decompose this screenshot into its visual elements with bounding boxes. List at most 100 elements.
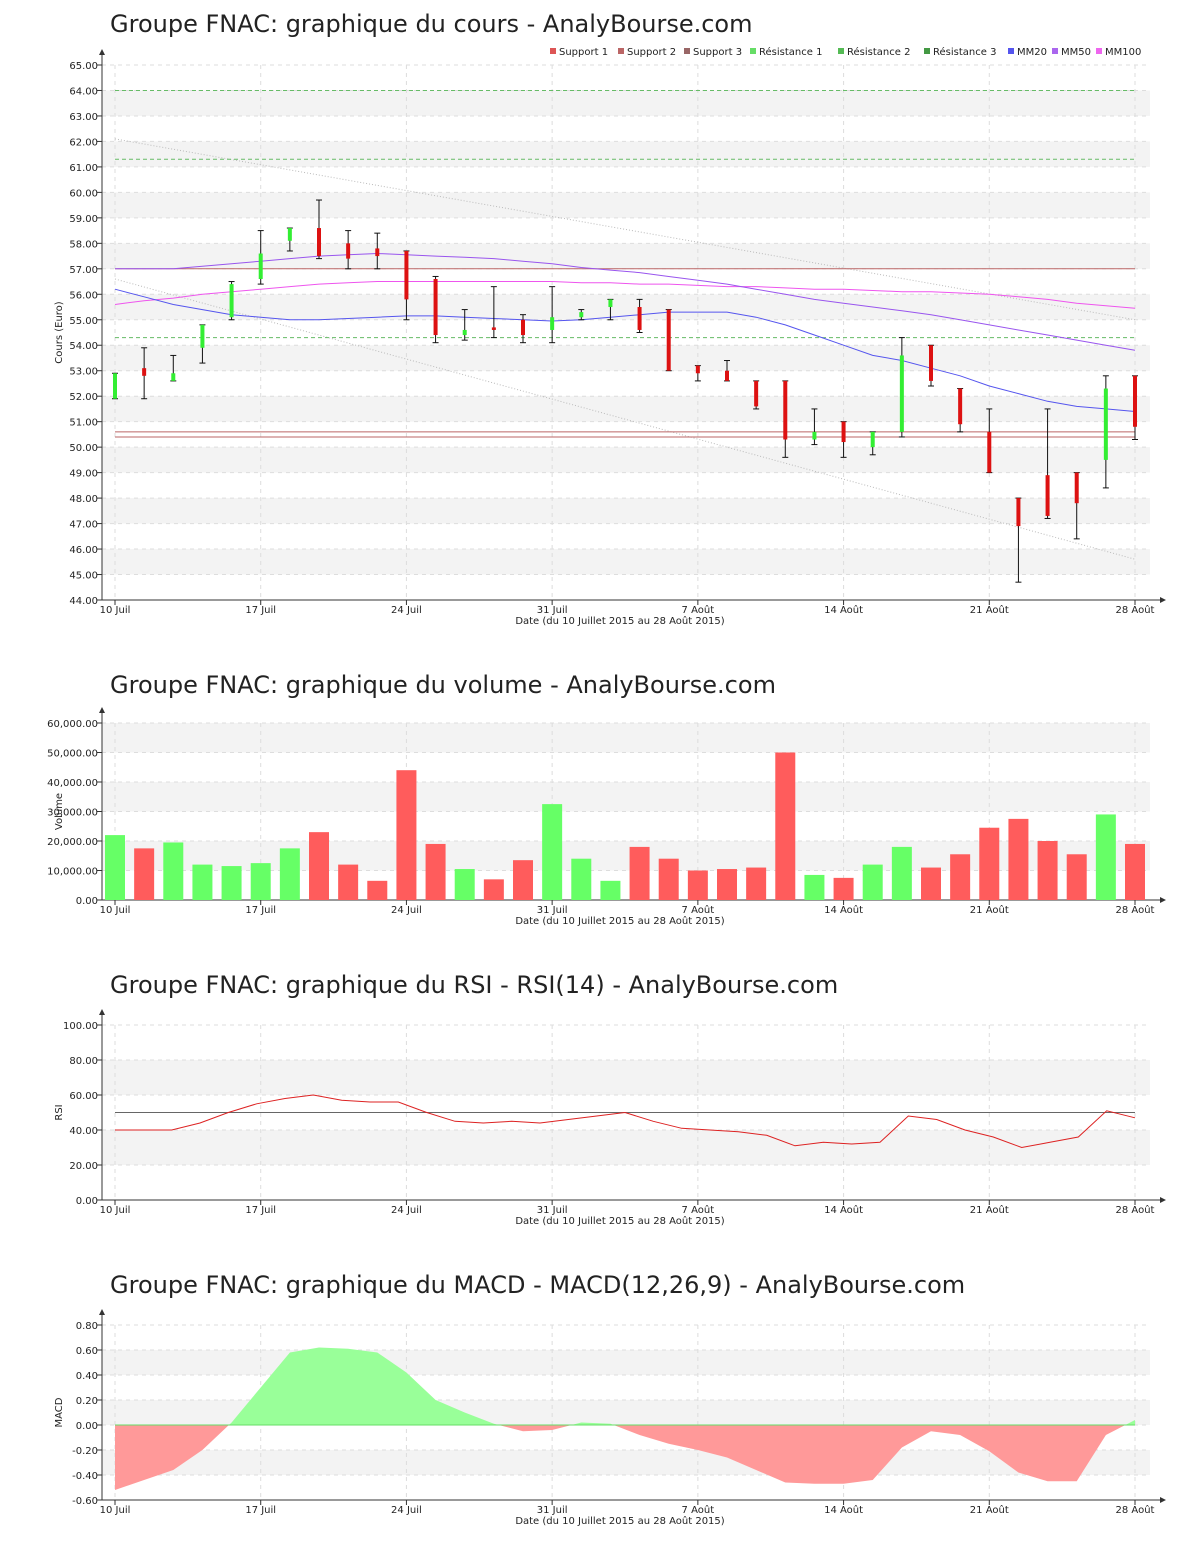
candle-body bbox=[1074, 472, 1079, 504]
legend-swatch bbox=[838, 48, 844, 54]
price-x-tick-label: 21 Août bbox=[970, 604, 1009, 616]
price-grid-band bbox=[102, 192, 1150, 218]
macd-x-axis-arrow bbox=[1160, 1497, 1166, 1503]
price-x-tick-label: 24 Juil bbox=[391, 605, 422, 616]
volume-grid-band bbox=[102, 723, 1150, 753]
legend-label: MM50 bbox=[1061, 47, 1091, 58]
price-x-tick-label: 17 Juil bbox=[245, 605, 276, 616]
candle-body bbox=[1133, 375, 1137, 427]
volume-bar bbox=[717, 869, 737, 900]
volume-bar bbox=[600, 880, 621, 900]
price-y-tick-label: 58.00 bbox=[69, 239, 98, 250]
candle-body bbox=[346, 243, 351, 259]
rsi-x-tick-label: 14 Août bbox=[824, 1204, 863, 1216]
legend-swatch bbox=[618, 48, 624, 54]
volume-grid-band bbox=[102, 841, 1150, 871]
volume-bar bbox=[921, 867, 941, 900]
price-y-tick-label: 56.00 bbox=[69, 290, 98, 301]
price-y-tick-label: 57.00 bbox=[69, 265, 98, 276]
volume-chart-title: Groupe FNAC: graphique du volume - Analy… bbox=[110, 671, 776, 699]
candle bbox=[957, 388, 964, 433]
candle-body bbox=[841, 421, 846, 443]
macd-chart-title: Groupe FNAC: graphique du MACD - MACD(12… bbox=[110, 1271, 966, 1299]
candle bbox=[753, 380, 760, 410]
candle-body bbox=[987, 431, 992, 473]
legend-label: MM20 bbox=[1017, 47, 1047, 58]
volume-x-tick-label: 24 Juil bbox=[391, 905, 422, 916]
volume-y-tick-label: 50,000.00 bbox=[47, 749, 98, 760]
rsi-x-tick-label: 17 Juil bbox=[245, 1205, 276, 1216]
macd-y-tick-label: 0.00 bbox=[76, 1421, 98, 1432]
candle-body bbox=[404, 250, 409, 300]
legend-label: Support 1 bbox=[559, 47, 608, 58]
rsi-x-axis-arrow bbox=[1160, 1197, 1166, 1203]
candle-body bbox=[725, 370, 729, 381]
channel-lower-line bbox=[114, 278, 1136, 560]
candle bbox=[170, 354, 177, 382]
rsi-x-axis-label: Date (du 10 Juillet 2015 au 28 Août 2015… bbox=[515, 1215, 724, 1227]
candle-body bbox=[608, 299, 613, 308]
volume-x-tick-label: 17 Juil bbox=[245, 905, 276, 916]
volume-bar bbox=[1008, 818, 1029, 900]
candle-body bbox=[462, 329, 467, 336]
volume-grid-band bbox=[102, 782, 1150, 812]
legend-label: Résistance 1 bbox=[759, 46, 822, 58]
volume-bar bbox=[542, 804, 563, 900]
volume-x-tick-label: 28 Août bbox=[1116, 904, 1155, 916]
price-y-axis-arrow bbox=[99, 49, 105, 55]
candle-body bbox=[317, 228, 321, 257]
price-x-axis-arrow bbox=[1160, 597, 1166, 603]
volume-bar bbox=[629, 846, 650, 900]
volume-bar bbox=[1066, 854, 1087, 900]
price-y-tick-label: 44.00 bbox=[69, 596, 98, 607]
price-y-tick-label: 51.00 bbox=[69, 418, 98, 429]
price-x-tick-label: 28 Août bbox=[1116, 604, 1155, 616]
price-y-tick-label: 49.00 bbox=[69, 469, 98, 480]
volume-bar bbox=[687, 870, 708, 900]
candle bbox=[199, 324, 206, 364]
candle bbox=[578, 309, 585, 321]
volume-y-tick-label: 30,000.00 bbox=[47, 808, 98, 819]
macd-y-tick-label: 0.20 bbox=[76, 1396, 98, 1407]
candle bbox=[549, 286, 556, 344]
mm20-line bbox=[114, 288, 1136, 412]
price-x-tick-label: 10 Juil bbox=[100, 605, 131, 616]
macd-x-tick-label: 10 Juil bbox=[100, 1505, 131, 1516]
mm50-line bbox=[115, 252, 1136, 351]
legend-swatch bbox=[684, 48, 690, 54]
candle bbox=[898, 337, 905, 438]
volume-bar bbox=[425, 843, 446, 900]
volume-x-tick-label: 21 Août bbox=[970, 904, 1009, 916]
price-y-tick-label: 47.00 bbox=[69, 520, 98, 531]
macd-x-tick-label: 24 Juil bbox=[391, 1505, 422, 1516]
price-x-tick-label: 31 Juil bbox=[537, 605, 568, 616]
candle bbox=[636, 298, 643, 333]
volume-y-tick-label: 0.00 bbox=[76, 896, 98, 907]
price-y-tick-label: 61.00 bbox=[69, 163, 98, 174]
rsi-y-axis-arrow bbox=[99, 1009, 105, 1015]
price-legend: Support 1 Support 2 Support 3 Résistance 1 R… bbox=[550, 46, 1141, 58]
candle-body bbox=[579, 312, 584, 318]
macd-grid-band bbox=[102, 1350, 1150, 1375]
candle bbox=[345, 230, 352, 270]
volume-x-tick-label: 10 Juil bbox=[100, 905, 131, 916]
price-y-tick-label: 63.00 bbox=[69, 112, 98, 123]
volume-y-tick-label: 10,000.00 bbox=[47, 867, 98, 878]
candle-body bbox=[258, 253, 263, 279]
volume-bar bbox=[396, 770, 417, 900]
candle bbox=[1015, 497, 1022, 583]
rsi-y-tick-label: 80.00 bbox=[69, 1056, 98, 1067]
candle bbox=[724, 360, 730, 382]
macd-positive-area bbox=[115, 1347, 1135, 1425]
candle bbox=[1132, 375, 1138, 440]
volume-bar bbox=[775, 752, 796, 900]
candle-body bbox=[287, 228, 292, 241]
volume-x-tick-label: 7 Août bbox=[682, 904, 715, 916]
candle bbox=[112, 372, 118, 400]
volume-x-axis-label: Date (du 10 Juillet 2015 au 28 Août 2015… bbox=[515, 915, 724, 927]
candle bbox=[607, 298, 614, 321]
rsi-grid-band bbox=[102, 1060, 1150, 1095]
volume-bar bbox=[250, 863, 271, 900]
candle-body bbox=[1103, 388, 1108, 460]
